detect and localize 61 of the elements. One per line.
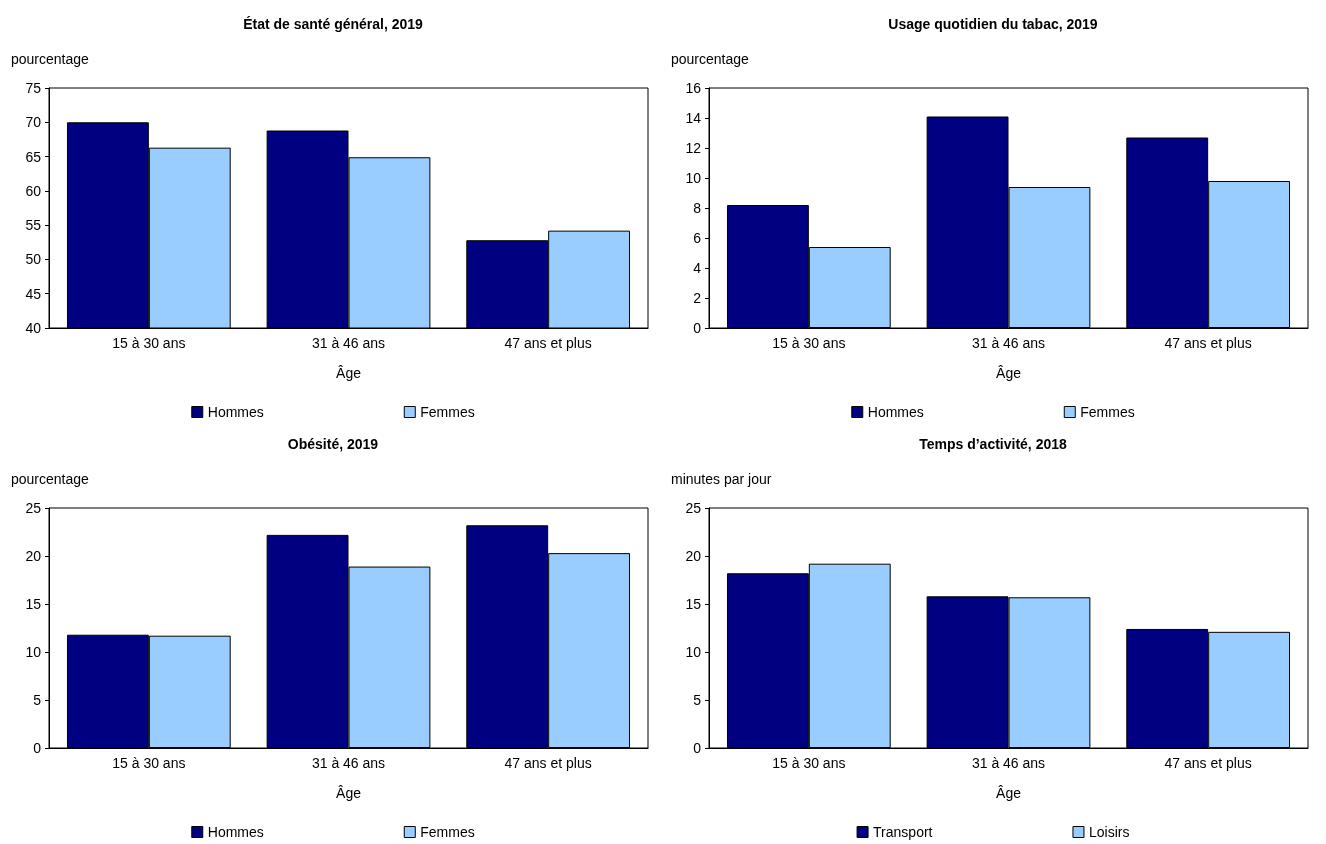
x-tick-label: 31 à 46 ans [971,755,1046,771]
y-tick-label: 10 [25,644,42,660]
y-tick-label: 2 [693,290,702,306]
y-tick-label: 6 [693,230,702,246]
y-tick-label: 4 [693,260,702,276]
y-tick-label: 15 [685,596,702,612]
y-tick-label: 8 [693,200,702,216]
y-tick-label: 10 [685,644,702,660]
x-tick-label: 47 ans et plus [1164,335,1252,351]
legend-label: Femmes [420,404,475,420]
x-tick-label: 15 à 30 ans [112,335,186,351]
y-tick-label: 0 [33,740,42,756]
legend-label: Hommes [207,404,264,420]
y-axis-title: pourcentage [671,51,750,67]
y-tick-label: 0 [693,320,702,336]
legend-label: Hommes [207,824,264,840]
y-tick-label: 20 [25,548,42,564]
x-tick-label: 15 à 30 ans [772,335,846,351]
legend-label: Loisirs [1088,824,1130,840]
x-axis-title: Âge [336,365,362,381]
x-tick-label: 15 à 30 ans [772,755,846,771]
y-tick-label: 10 [685,170,702,186]
x-axis-title: Âge [336,785,362,801]
x-tick-label: 47 ans et plus [504,335,592,351]
y-tick-label: 40 [25,320,42,336]
x-axis-title: Âge [996,785,1022,801]
legend-label: Femmes [420,824,475,840]
y-tick-label: 50 [25,251,42,268]
y-axis-title: minutes par jour [671,471,772,487]
y-tick-label: 0 [693,740,702,756]
y-tick-label: 55 [25,217,42,234]
y-tick-label: 5 [33,692,42,708]
y-tick-label: 75 [25,80,42,96]
y-tick-label: 15 [25,596,42,612]
x-tick-label: 47 ans et plus [1164,755,1252,771]
y-tick-label: 5 [693,692,702,708]
y-tick-label: 16 [685,80,702,96]
chart-title: Obésité, 2019 [287,436,379,452]
chart-title: État de santé général, 2019 [243,16,424,32]
y-tick-label: 70 [25,114,42,131]
y-axis-title: pourcentage [11,471,90,487]
y-tick-label: 20 [685,548,702,564]
y-tick-label: 25 [685,500,702,516]
legend-label: Transport [873,824,933,840]
y-tick-label: 14 [685,110,702,126]
y-tick-label: 65 [25,148,42,165]
legend-label: Femmes [1080,404,1135,420]
x-tick-label: 15 à 30 ans [112,755,186,771]
x-tick-label: 31 à 46 ans [311,755,386,771]
x-axis-title: Âge [996,365,1022,381]
x-tick-label: 31 à 46 ans [311,335,386,351]
x-tick-label: 47 ans et plus [504,755,592,771]
y-tick-label: 60 [25,182,42,199]
x-tick-label: 31 à 46 ans [971,335,1046,351]
y-axis-title: pourcentage [11,51,90,67]
y-tick-label: 25 [25,500,42,516]
y-tick-label: 45 [25,285,42,302]
legend-label: Hommes [867,404,924,420]
y-tick-label: 12 [685,140,702,156]
chart-title: Temps d’activité, 2018 [919,436,1067,452]
chart-title: Usage quotidien du tabac, 2019 [888,16,1098,32]
